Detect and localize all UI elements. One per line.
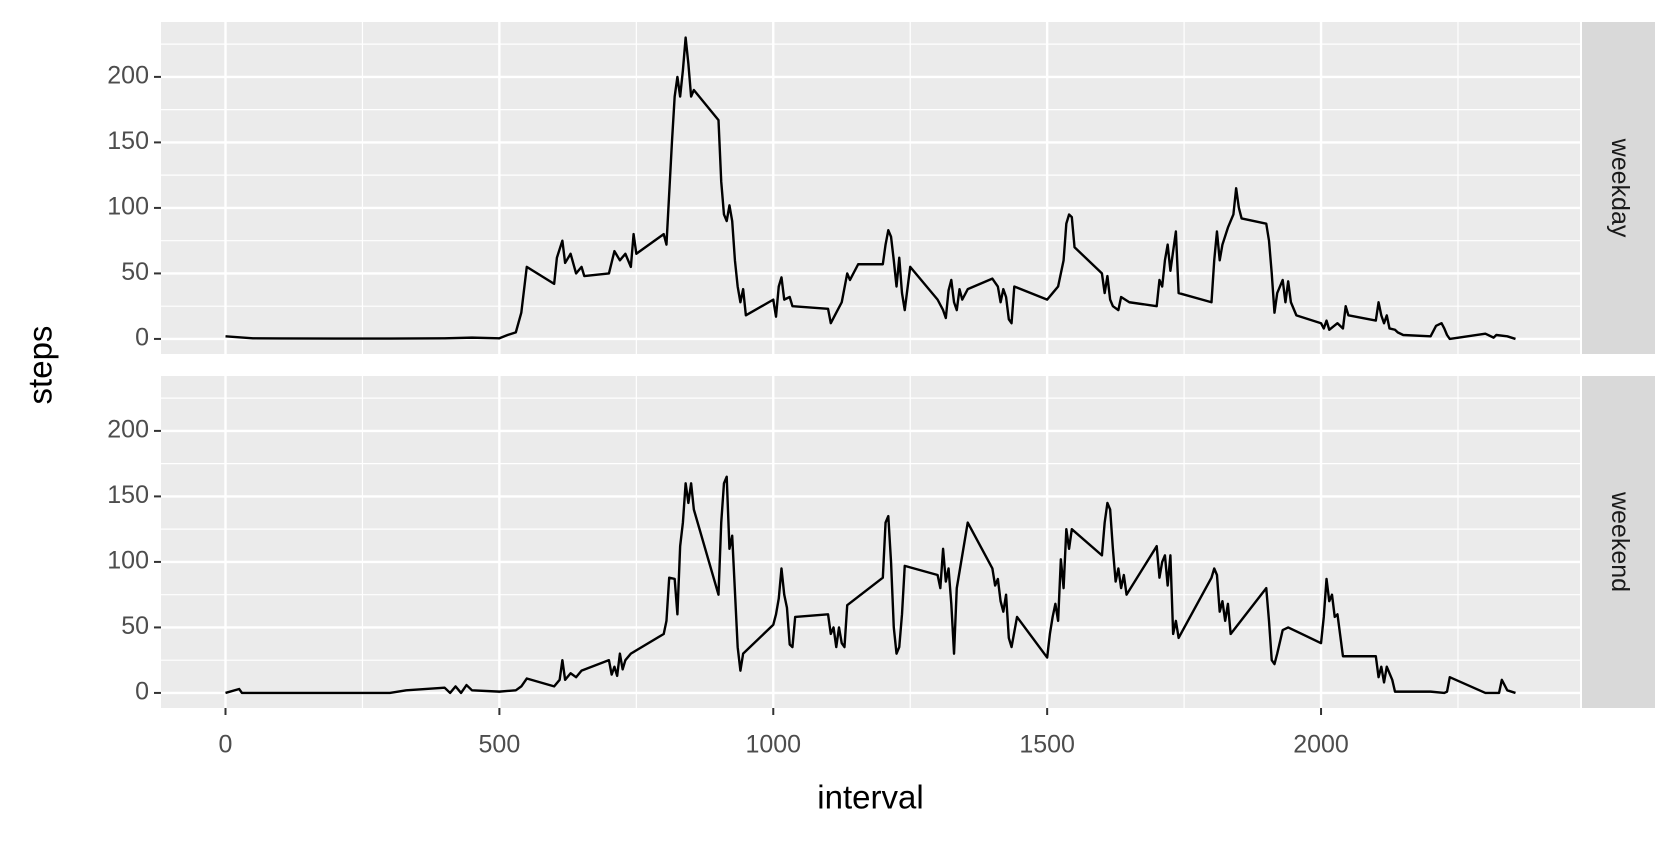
panel-background — [161, 22, 1580, 354]
facet-strip — [1582, 376, 1655, 708]
data-line — [225, 475, 1516, 695]
x-tick-label: 2000 — [1293, 731, 1349, 759]
y-tick-label: 150 — [107, 127, 149, 155]
y-tick-label: 0 — [135, 324, 149, 352]
x-tick-label: 1500 — [1019, 731, 1075, 759]
y-tick-label: 100 — [107, 547, 149, 575]
x-tick-label: 500 — [479, 731, 521, 759]
y-tick-label: 100 — [107, 193, 149, 221]
x-tick-label: 1000 — [745, 731, 801, 759]
x-axis-title: interval — [817, 779, 923, 816]
y-tick-label: 150 — [107, 481, 149, 509]
panel-background — [161, 376, 1580, 708]
y-axis-title: steps — [22, 326, 59, 405]
x-tick-label: 0 — [219, 731, 233, 759]
y-tick-label: 0 — [135, 678, 149, 706]
facet-strip — [1582, 22, 1655, 354]
y-tick-label: 200 — [107, 62, 149, 90]
y-tick-label: 50 — [121, 612, 149, 640]
facet-label: weekday — [1606, 138, 1634, 238]
y-tick-label: 50 — [121, 258, 149, 286]
data-line — [225, 36, 1516, 341]
facet-label: weekend — [1606, 491, 1634, 592]
y-tick-label: 200 — [107, 416, 149, 444]
